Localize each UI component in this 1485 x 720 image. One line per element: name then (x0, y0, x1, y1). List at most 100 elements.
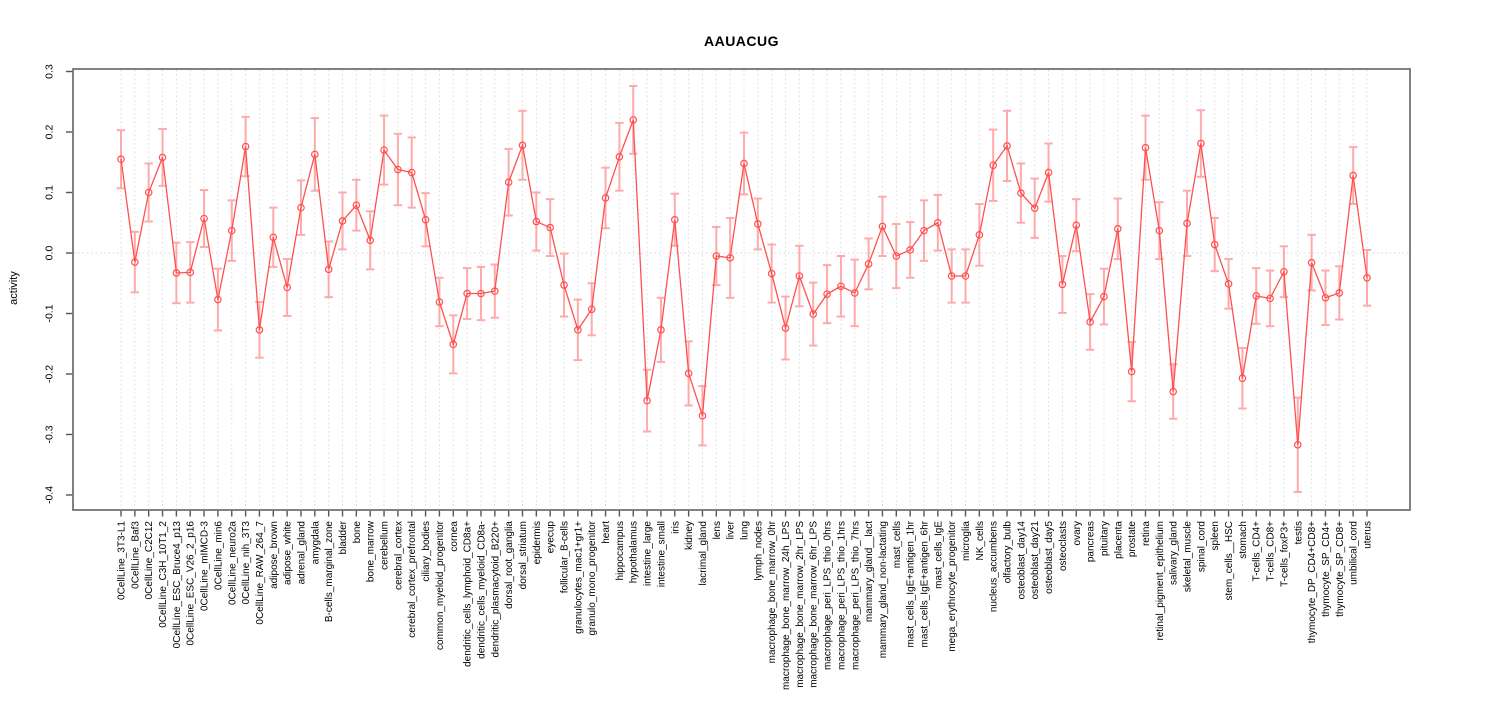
data-point (214, 295, 222, 304)
x-axis-label: granulocytes_mac1+gr1+ (573, 521, 584, 634)
x-axis-label: bone (352, 521, 363, 544)
x-axis-label: lens (712, 521, 723, 539)
data-point (726, 254, 734, 262)
x-axis-label: common_myeloid_progenitor (435, 520, 446, 650)
y-tick-label: -0.4 (44, 486, 56, 504)
x-axis-label: lung (740, 521, 751, 540)
data-point (643, 396, 651, 405)
x-axis-label: macrophage_peri_LPS_thio_1hrs (836, 521, 847, 670)
data-point (670, 215, 679, 224)
x-axis-label: 0CellLine_Baf3 (130, 521, 141, 589)
data-point (1252, 292, 1261, 300)
x-axis-label: cerebral_cortex (393, 521, 404, 590)
data-point (740, 159, 748, 168)
x-axis-label: macrophage_peri_LPS_thio_0hrs (823, 521, 834, 670)
data-point (1072, 221, 1081, 229)
x-axis-label: osteoclasts (1058, 521, 1069, 571)
data-point (283, 283, 291, 292)
data-point (435, 298, 444, 306)
y-tick-label: -0.2 (44, 365, 56, 383)
data-point (1335, 289, 1344, 297)
data-point (1183, 219, 1191, 228)
x-axis-label: NK_cells (975, 521, 986, 560)
data-point (172, 269, 181, 277)
data-point (546, 223, 554, 232)
x-axis-label: ciliary_bodies (421, 521, 432, 582)
x-axis-label: umbilical_cord (1349, 521, 1360, 585)
x-axis-label: hippocampus (615, 521, 626, 580)
x-axis-label: placenta (1113, 521, 1124, 559)
x-axis-label: intestine_small (656, 521, 667, 587)
x-axis-label: macrophage_bone_marrow_24h_LPS (781, 521, 792, 690)
data-point (754, 220, 762, 228)
data-point (1210, 240, 1219, 249)
x-axis-label: follicular_B-cells (560, 521, 571, 593)
x-axis-label: 0CellLine_3T3-L1 (117, 521, 128, 600)
x-axis-label: mammary_gland__lact (864, 521, 875, 622)
y-tick-label: 0.3 (44, 64, 56, 79)
x-axis-label: microglia (961, 521, 972, 561)
data-point (961, 272, 970, 280)
x-axis-label: osteoblast_day5 (1044, 521, 1055, 594)
x-axis-label: pancreas (1086, 521, 1097, 562)
data-point (338, 217, 347, 225)
y-tick-label: 0.1 (44, 185, 56, 200)
x-axis-label: 0CellLine_mIMCD-3 (200, 521, 211, 611)
data-point (601, 194, 610, 202)
data-point (823, 290, 831, 298)
x-axis-label: cerebral_cortex_prefrontal (407, 521, 418, 638)
x-axis-label: dendritic_plasmacytoid_B220+ (490, 521, 501, 658)
x-axis-label: 0CellLine_ESC_V26_2_p16 (186, 521, 197, 646)
x-axis-label: lacrimal_gland (698, 521, 709, 585)
data-point (1086, 318, 1094, 326)
data-point (158, 153, 167, 162)
x-axis-label: iris (670, 521, 681, 534)
x-axis-label: adipose_white (283, 521, 294, 585)
data-point (657, 326, 665, 334)
x-axis-label: 0CellLine_min6 (213, 521, 224, 590)
x-axis-label: epidermis (532, 521, 543, 564)
data-point (837, 282, 845, 291)
data-point (947, 272, 956, 280)
x-axis-label: retina (1141, 521, 1152, 546)
data-point (144, 188, 153, 197)
data-point (989, 161, 998, 170)
data-point (1155, 226, 1164, 235)
data-point (809, 310, 818, 318)
data-point (1238, 374, 1247, 383)
x-axis-label: stomach (1238, 521, 1249, 559)
data-point (629, 116, 638, 124)
data-point (698, 411, 707, 420)
chart-title: AAUACUG (703, 33, 780, 49)
data-point (504, 178, 513, 187)
data-point (574, 326, 582, 334)
data-point (560, 281, 568, 289)
x-axis-label: 0CellLine_ESC_Bruce4_p13 (172, 521, 183, 649)
data-point (297, 203, 305, 212)
data-point (795, 272, 804, 280)
data-point (241, 142, 250, 151)
y-tick-label: -0.1 (44, 304, 56, 322)
series-line (120, 119, 1368, 445)
x-axis-label: mast_cells_IgE+antigen_6hr (919, 520, 930, 647)
data-point (1169, 387, 1177, 396)
data-point (1266, 294, 1274, 303)
x-axis-label: heart (601, 521, 612, 544)
x-axis-label: ovary (1072, 521, 1083, 545)
data-point (324, 265, 333, 274)
x-axis-label: testis (1293, 521, 1304, 544)
data-point (712, 252, 721, 260)
x-axis-label: macrophage_peri_LPS_thio_7hrs (850, 521, 861, 670)
x-axis-label: macrophage_bone_marrow_2hr_LPS (795, 521, 806, 688)
x-axis-label: T-cells_CD4+ (1252, 521, 1263, 581)
x-axis-label: retinal_pigment_epithelium (1155, 521, 1166, 641)
data-point (1321, 293, 1330, 302)
x-axis-label: mast_cells_IgE (933, 521, 944, 589)
x-axis-label: thymocyte_SP_CD4+ (1321, 521, 1332, 617)
data-point (394, 165, 402, 174)
x-axis-label: 0CellLine_RAW_264_7 (255, 521, 266, 625)
y-tick-label: 0.0 (44, 246, 56, 261)
data-point (684, 369, 693, 378)
data-point (934, 218, 942, 227)
